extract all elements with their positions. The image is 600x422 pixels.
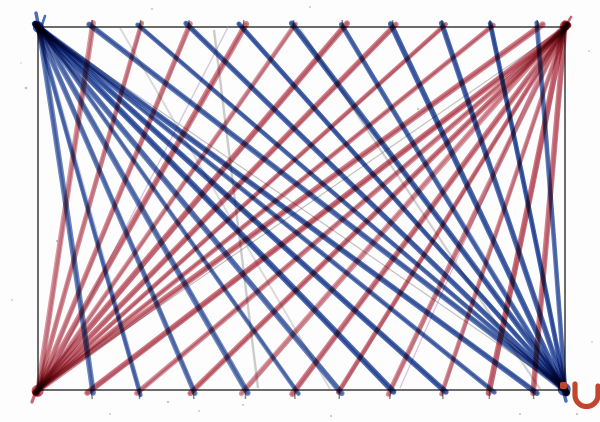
marker-line-core [87, 23, 569, 394]
corner-overshoot-spike [561, 388, 568, 403]
corner-overshoot-spike [39, 14, 47, 30]
marker-line-core [36, 23, 300, 395]
marker-line-core [35, 23, 142, 396]
paper-speck [329, 414, 333, 418]
paper-speck [416, 107, 420, 111]
marker-line-core [535, 21, 567, 395]
paper-speck [150, 7, 154, 11]
marker-line-core [340, 23, 568, 394]
marker-line-core [36, 22, 95, 395]
paper-speck [308, 5, 312, 9]
paper-speck [20, 62, 22, 64]
paper-speck [166, 400, 170, 404]
logo-dot [560, 382, 567, 389]
paper-speck [588, 50, 590, 52]
marker-line-core [34, 23, 539, 395]
marker-line-core [489, 22, 568, 396]
paper-speck [198, 410, 200, 412]
marker-line-core [184, 22, 569, 395]
marker-line-core [389, 22, 567, 395]
paper-speck [575, 412, 579, 416]
paper-speck [10, 298, 14, 302]
frame-border [37, 26, 566, 391]
marker-line-core [35, 22, 250, 395]
marker-line-core [440, 21, 569, 396]
corner-overshoot-spike [34, 11, 41, 30]
marker-line-core [33, 22, 395, 394]
marker-line-core [136, 23, 569, 394]
corner-overshoot-spike [562, 15, 573, 31]
marker-line-core [237, 22, 569, 394]
paper-speck [109, 413, 111, 415]
paper-speck [591, 341, 593, 343]
paper-speck [24, 86, 28, 90]
marker-line-core [290, 21, 569, 395]
marker-line-core [34, 22, 545, 393]
paper-speck [241, 403, 245, 407]
marker-line-core [34, 22, 448, 394]
marker-line-core [33, 22, 344, 395]
pencil-diagonal [37, 26, 566, 391]
corner-overshoot-spike [30, 389, 38, 404]
logo-u-curve [572, 381, 600, 410]
paper-speck [518, 412, 522, 416]
marker-line-core [34, 21, 197, 395]
